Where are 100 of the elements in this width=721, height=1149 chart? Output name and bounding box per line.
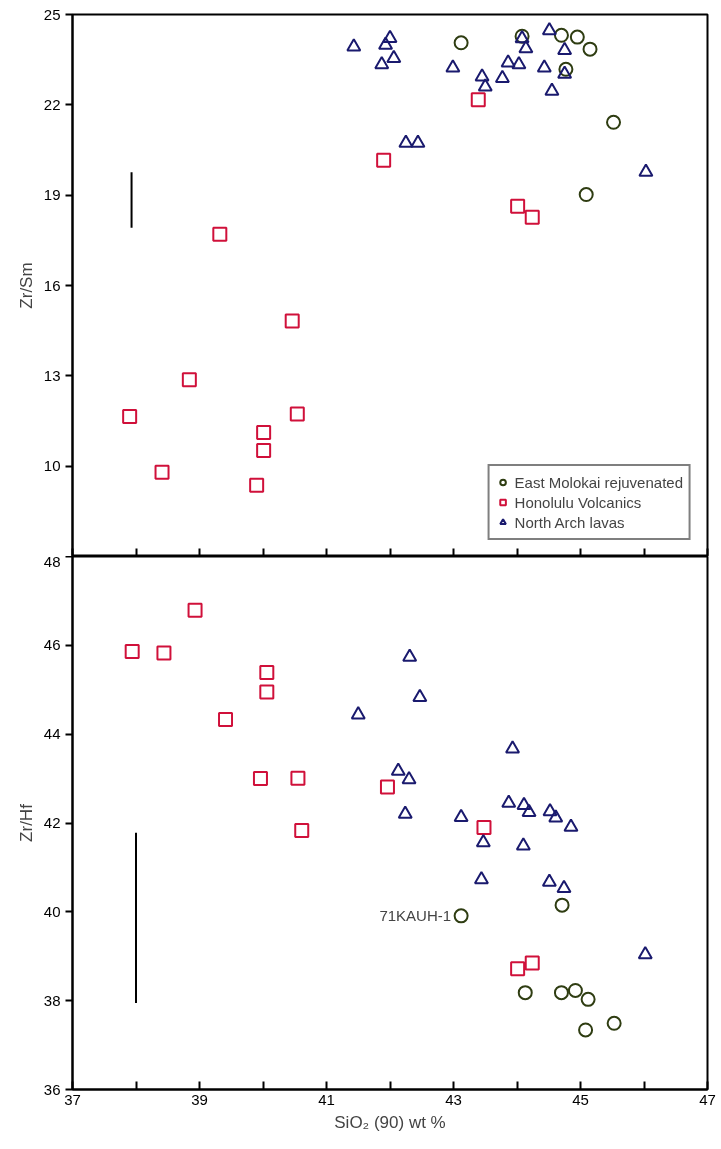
point xyxy=(606,114,622,130)
point xyxy=(376,152,392,168)
point xyxy=(563,818,579,832)
point xyxy=(252,771,268,787)
point xyxy=(542,802,558,817)
x-axis-title: SiO₂ (90) wt % xyxy=(334,1112,446,1132)
point xyxy=(638,163,654,177)
point xyxy=(548,809,564,823)
point xyxy=(401,770,417,785)
point xyxy=(606,1015,622,1031)
point xyxy=(582,41,598,57)
point xyxy=(578,187,594,203)
y-tick-label: 44 xyxy=(43,725,61,743)
point xyxy=(386,49,402,63)
point xyxy=(156,645,172,661)
y-tick-label: 38 xyxy=(43,991,61,1009)
point xyxy=(290,770,306,786)
point xyxy=(382,29,398,44)
point xyxy=(515,837,531,851)
point xyxy=(569,29,585,45)
point xyxy=(398,134,414,148)
point xyxy=(511,55,527,70)
point xyxy=(567,982,583,998)
point xyxy=(516,796,532,810)
point xyxy=(378,36,394,50)
y-tick-label: 36 xyxy=(43,1080,61,1098)
point xyxy=(524,955,540,971)
x-tick-label: 41 xyxy=(318,1090,335,1108)
point xyxy=(453,908,469,924)
point xyxy=(259,684,275,700)
point xyxy=(554,897,570,913)
point xyxy=(521,803,537,818)
point xyxy=(212,226,228,242)
point xyxy=(453,35,469,51)
point xyxy=(256,443,272,459)
point xyxy=(289,406,305,422)
point xyxy=(294,823,310,839)
point xyxy=(580,991,596,1007)
y-tick-label: 42 xyxy=(43,814,61,831)
point xyxy=(557,65,573,79)
point xyxy=(445,59,461,73)
point xyxy=(284,313,300,329)
point xyxy=(453,808,469,822)
point xyxy=(474,68,490,82)
point xyxy=(390,762,406,776)
point xyxy=(259,664,275,680)
point xyxy=(412,688,428,703)
point xyxy=(500,54,516,68)
y-tick-label: 40 xyxy=(43,902,61,920)
point xyxy=(181,372,197,388)
x-tick-label: 47 xyxy=(699,1090,716,1108)
x-tick-label: 43 xyxy=(445,1090,462,1108)
point xyxy=(346,38,362,52)
point xyxy=(494,69,510,84)
point xyxy=(374,55,390,70)
point xyxy=(518,40,534,54)
point xyxy=(477,78,493,92)
point xyxy=(476,819,492,835)
point xyxy=(553,27,569,43)
y-tick-label: 22 xyxy=(43,95,61,113)
point xyxy=(350,706,366,720)
y-tick-label: 19 xyxy=(43,186,61,204)
y-axis-title: Zr/Hf xyxy=(16,803,36,842)
point xyxy=(553,985,569,1001)
point xyxy=(187,602,203,618)
point xyxy=(379,779,395,795)
point xyxy=(410,134,426,148)
point xyxy=(637,945,653,960)
x-tick-label: 39 xyxy=(191,1090,208,1108)
point xyxy=(470,92,486,108)
legend-label: North Arch lavas xyxy=(514,513,625,531)
x-tick-label: 45 xyxy=(572,1090,589,1108)
point xyxy=(124,644,140,660)
point xyxy=(402,648,418,662)
x-tick-label: 37 xyxy=(64,1090,81,1108)
annotation: 71KAUH-1 xyxy=(379,907,452,925)
point xyxy=(122,408,138,424)
point xyxy=(501,794,517,808)
point xyxy=(544,82,560,96)
point xyxy=(249,477,265,493)
point xyxy=(154,464,170,480)
point xyxy=(557,41,573,56)
y-tick-label: 25 xyxy=(43,5,61,23)
point xyxy=(475,834,491,848)
point xyxy=(505,740,521,754)
point xyxy=(256,424,272,440)
point xyxy=(397,805,413,819)
point xyxy=(510,961,526,977)
y-tick-label: 48 xyxy=(43,552,61,570)
y-tick-label: 13 xyxy=(43,366,61,384)
point xyxy=(524,209,540,225)
y-tick-label: 46 xyxy=(43,636,61,654)
legend-label: East Molokai rejuvenated xyxy=(514,473,683,491)
point xyxy=(473,870,489,885)
y-tick-label: 16 xyxy=(43,276,61,294)
point xyxy=(517,985,533,1001)
point xyxy=(510,198,526,214)
legend-label: Honolulu Volcanics xyxy=(514,493,642,511)
point xyxy=(541,873,557,887)
point xyxy=(578,1022,594,1038)
